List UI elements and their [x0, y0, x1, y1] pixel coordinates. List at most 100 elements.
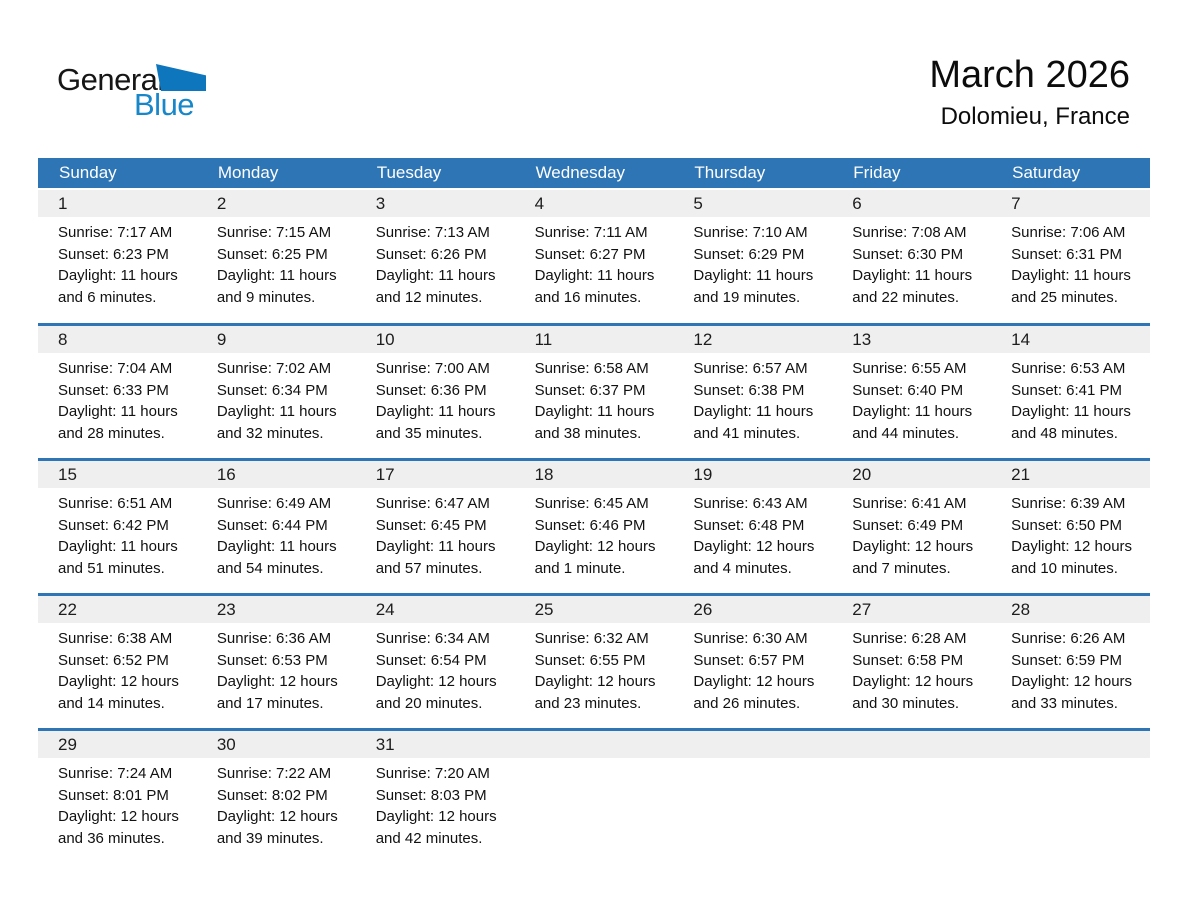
daylight-line-1: Daylight: 11 hours — [1011, 267, 1131, 284]
sunset-line: Sunset: 6:38 PM — [693, 381, 805, 399]
day-number: 8 — [38, 326, 197, 353]
daylight-line-2: and 38 minutes. — [534, 424, 642, 442]
sunrise-line: Sunrise: 7:00 AM — [375, 360, 490, 377]
daylight-line-2: and 17 minutes. — [216, 694, 324, 712]
daylight-line-1: Daylight: 12 hours — [534, 538, 656, 555]
day-cell-empty — [991, 731, 1150, 863]
day-details: Sunrise: 7:00 AM Sunset: 6:36 PM Daylight:… — [356, 353, 515, 444]
daylight-line-1: Daylight: 12 hours — [693, 538, 815, 555]
daylight-line-1: Daylight: 11 hours — [216, 403, 337, 420]
day-details: Sunrise: 6:51 AM Sunset: 6:42 PM Daylight:… — [38, 488, 197, 579]
daylight-line-1: Daylight: 11 hours — [375, 403, 496, 420]
day-number: 27 — [832, 596, 992, 623]
daylight-line-2: and 16 minutes. — [534, 288, 642, 306]
day-number: 9 — [196, 326, 356, 353]
sunset-line: Sunset: 6:52 PM — [58, 651, 169, 669]
sunrise-line: Sunrise: 7:22 AM — [216, 765, 332, 782]
daylight-line-2: and 41 minutes. — [693, 424, 801, 442]
day-details: Sunrise: 7:24 AM Sunset: 8:01 PM Daylight:… — [38, 758, 197, 849]
day-details: Sunrise: 7:04 AM Sunset: 6:33 PM Daylight:… — [38, 353, 197, 444]
weekday-header-wednesday: Wednesday — [535, 163, 626, 182]
week-row-1: 1 Sunrise: 7:17 AM Sunset: 6:23 PM Daylight… — [38, 190, 1150, 323]
title-block: March 2026 Dolomieu, France — [929, 52, 1130, 132]
day-number — [673, 731, 833, 758]
day-number: 24 — [355, 596, 515, 623]
logo-text-blue: Blue — [134, 87, 195, 122]
daylight-line-2: and 30 minutes. — [852, 694, 960, 712]
day-details: Sunrise: 6:58 AM Sunset: 6:37 PM Daylight:… — [515, 353, 674, 444]
day-cell-empty — [832, 731, 992, 863]
daylight-line-2: and 25 minutes. — [1011, 288, 1118, 306]
day-cell-6: 6 Sunrise: 7:08 AM Sunset: 6:30 PM Daylight… — [832, 190, 992, 323]
daylight-line-1: Daylight: 12 hours — [693, 673, 815, 690]
day-number: 25 — [514, 596, 674, 623]
day-details: Sunrise: 7:06 AM Sunset: 6:31 PM Daylight:… — [991, 217, 1150, 308]
day-number: 15 — [38, 461, 197, 488]
day-details: Sunrise: 7:20 AM Sunset: 8:03 PM Daylight:… — [356, 758, 515, 849]
day-number — [991, 731, 1150, 758]
week-row-4: 22 Sunrise: 6:38 AM Sunset: 6:52 PM Dayligh… — [38, 593, 1150, 728]
sunrise-line: Sunrise: 6:36 AM — [216, 630, 332, 647]
day-number: 17 — [355, 461, 515, 488]
day-cell-1: 1 Sunrise: 7:17 AM Sunset: 6:23 PM Daylight… — [38, 190, 197, 323]
day-number: 13 — [832, 326, 992, 353]
weekday-header-thursday: Thursday — [694, 163, 766, 182]
day-cell-11: 11 Sunrise: 6:58 AM Sunset: 6:37 PM Dayligh… — [514, 326, 674, 458]
daylight-line-1: Daylight: 12 hours — [534, 673, 656, 690]
daylight-line-2: and 36 minutes. — [58, 829, 165, 847]
daylight-line-2: and 39 minutes. — [216, 829, 324, 847]
daylight-line-1: Daylight: 12 hours — [1011, 538, 1133, 555]
day-number: 30 — [196, 731, 356, 758]
day-number: 22 — [38, 596, 197, 623]
sunrise-line: Sunrise: 7:04 AM — [58, 360, 173, 377]
daylight-line-2: and 9 minutes. — [216, 288, 316, 306]
sunrise-line: Sunrise: 7:15 AM — [216, 224, 332, 241]
day-number: 1 — [38, 190, 197, 217]
day-cell-18: 18 Sunrise: 6:45 AM Sunset: 6:46 PM Dayligh… — [514, 461, 674, 593]
daylight-line-1: Daylight: 11 hours — [852, 267, 973, 284]
daylight-line-1: Daylight: 11 hours — [693, 403, 814, 420]
weekday-header-row: Sunday Monday Tuesday Wednesday Thursday Frid… — [38, 158, 1150, 188]
calendar-table: Sunday Monday Tuesday Wednesday Thursday Frid… — [38, 158, 1150, 863]
day-details: Sunrise: 6:34 AM Sunset: 6:54 PM Daylight:… — [356, 623, 515, 714]
day-number: 12 — [673, 326, 833, 353]
daylight-line-1: Daylight: 11 hours — [693, 267, 814, 284]
day-cell-10: 10 Sunrise: 7:00 AM Sunset: 6:36 PM Dayligh… — [355, 326, 515, 458]
daylight-line-2: and 23 minutes. — [534, 694, 642, 712]
sunset-line: Sunset: 6:31 PM — [1011, 245, 1123, 263]
sunrise-line: Sunrise: 7:08 AM — [852, 224, 967, 241]
daylight-line-1: Daylight: 11 hours — [1011, 403, 1131, 420]
sunrise-line: Sunrise: 6:45 AM — [534, 495, 649, 512]
sunrise-line: Sunrise: 6:32 AM — [534, 630, 649, 647]
daylight-line-2: and 10 minutes. — [1011, 559, 1118, 577]
day-number: 3 — [355, 190, 515, 217]
day-cell-9: 9 Sunrise: 7:02 AM Sunset: 6:34 PM Daylight… — [196, 326, 356, 458]
daylight-line-1: Daylight: 12 hours — [852, 673, 974, 690]
location-subtitle: Dolomieu, France — [940, 103, 1130, 130]
daylight-line-1: Daylight: 11 hours — [58, 267, 178, 284]
day-number: 29 — [38, 731, 197, 758]
daylight-line-2: and 42 minutes. — [375, 829, 483, 847]
daylight-line-1: Daylight: 11 hours — [534, 403, 655, 420]
sunrise-line: Sunrise: 6:39 AM — [1011, 495, 1126, 512]
sunrise-line: Sunrise: 6:57 AM — [693, 360, 808, 377]
sunset-line: Sunset: 6:29 PM — [693, 245, 805, 263]
day-cell-empty — [673, 731, 833, 863]
day-cell-20: 20 Sunrise: 6:41 AM Sunset: 6:49 PM Dayligh… — [832, 461, 992, 593]
day-details: Sunrise: 6:38 AM Sunset: 6:52 PM Daylight:… — [38, 623, 197, 714]
day-cell-22: 22 Sunrise: 6:38 AM Sunset: 6:52 PM Dayligh… — [38, 596, 197, 728]
day-details: Sunrise: 7:15 AM Sunset: 6:25 PM Daylight:… — [197, 217, 356, 308]
sunrise-line: Sunrise: 6:53 AM — [1011, 360, 1126, 377]
daylight-line-2: and 33 minutes. — [1011, 694, 1118, 712]
sunset-line: Sunset: 8:03 PM — [375, 786, 487, 804]
sunrise-line: Sunrise: 7:11 AM — [534, 224, 648, 241]
day-details: Sunrise: 6:57 AM Sunset: 6:38 PM Daylight:… — [673, 353, 832, 444]
day-details: Sunrise: 7:02 AM Sunset: 6:34 PM Daylight:… — [197, 353, 356, 444]
day-cell-30: 30 Sunrise: 7:22 AM Sunset: 8:02 PM Dayligh… — [196, 731, 356, 863]
day-cell-31: 31 Sunrise: 7:20 AM Sunset: 8:03 PM Dayligh… — [355, 731, 515, 863]
daylight-line-2: and 35 minutes. — [375, 424, 483, 442]
day-number: 23 — [196, 596, 356, 623]
sunset-line: Sunset: 6:33 PM — [58, 381, 169, 399]
daylight-line-1: Daylight: 12 hours — [216, 673, 338, 690]
daylight-line-1: Daylight: 12 hours — [58, 808, 179, 825]
